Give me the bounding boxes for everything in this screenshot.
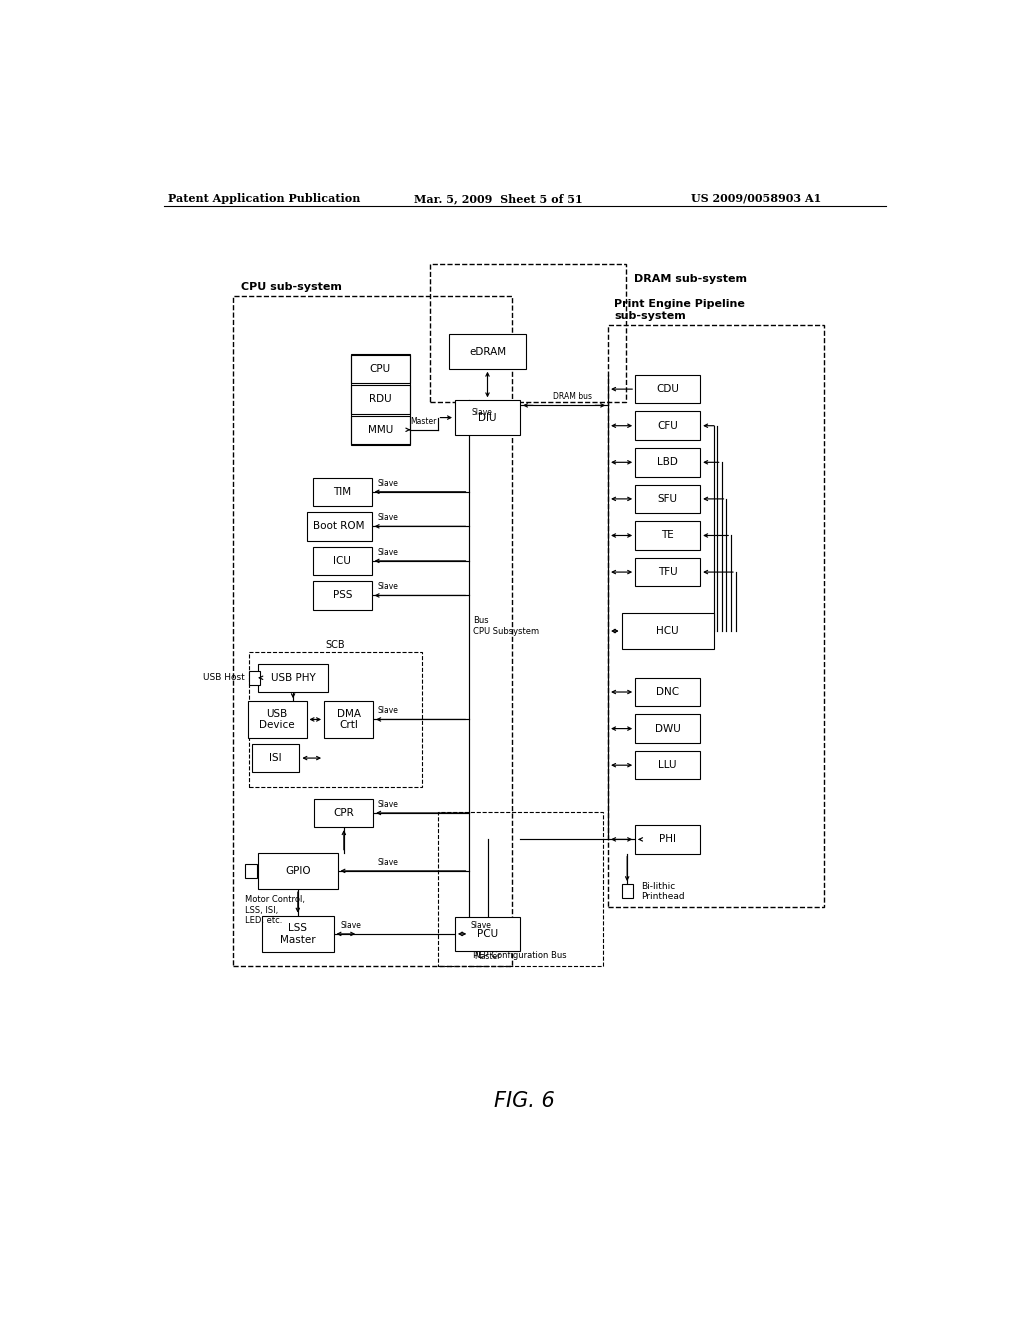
- Text: LSS
Master: LSS Master: [280, 923, 315, 945]
- Text: Boot ROM: Boot ROM: [313, 521, 365, 532]
- Text: CPU: CPU: [370, 364, 391, 374]
- Bar: [313, 478, 372, 506]
- Bar: [635, 714, 700, 743]
- Text: Slave: Slave: [378, 706, 399, 715]
- Bar: [351, 385, 410, 413]
- Text: Slave: Slave: [341, 921, 361, 929]
- Text: US 2009/0058903 A1: US 2009/0058903 A1: [691, 193, 821, 205]
- Text: Slave: Slave: [472, 408, 493, 417]
- Text: USB Host: USB Host: [203, 673, 245, 682]
- Text: Master: Master: [474, 952, 501, 961]
- Bar: [258, 664, 328, 692]
- Text: TE: TE: [662, 531, 674, 540]
- Text: Slave: Slave: [471, 921, 492, 929]
- Bar: [635, 447, 700, 477]
- Text: DNC: DNC: [656, 686, 679, 697]
- Text: MMU: MMU: [368, 425, 393, 434]
- Text: PEP Configuration Bus: PEP Configuration Bus: [473, 952, 567, 961]
- Text: DRAM sub-system: DRAM sub-system: [634, 275, 748, 284]
- Text: Slave: Slave: [378, 582, 399, 591]
- Text: Slave: Slave: [378, 548, 399, 557]
- Bar: [608, 325, 824, 907]
- Text: ISI: ISI: [269, 754, 282, 763]
- Text: LBD: LBD: [657, 457, 678, 467]
- Text: USB PHY: USB PHY: [270, 673, 315, 682]
- Bar: [430, 264, 627, 403]
- Bar: [635, 521, 700, 549]
- Bar: [313, 546, 372, 576]
- Text: SFU: SFU: [657, 494, 678, 504]
- Bar: [313, 581, 372, 610]
- Bar: [246, 863, 257, 878]
- Text: Master: Master: [411, 417, 437, 426]
- Bar: [306, 512, 372, 541]
- Text: PHI: PHI: [659, 834, 676, 845]
- Bar: [258, 853, 338, 890]
- Text: LLU: LLU: [658, 760, 677, 770]
- Text: ICU: ICU: [334, 556, 351, 566]
- Bar: [635, 825, 700, 854]
- Text: DWU: DWU: [654, 723, 681, 734]
- Bar: [622, 612, 714, 649]
- Text: Patent Application Publication: Patent Application Publication: [168, 193, 360, 205]
- Text: SCB: SCB: [326, 640, 345, 651]
- Bar: [351, 355, 410, 383]
- Bar: [622, 884, 633, 899]
- Text: Slave: Slave: [378, 513, 399, 523]
- Bar: [248, 701, 306, 738]
- Bar: [249, 671, 260, 685]
- Bar: [635, 484, 700, 513]
- Bar: [455, 400, 520, 434]
- Bar: [635, 558, 700, 586]
- Text: GPIO: GPIO: [285, 866, 310, 876]
- Bar: [635, 751, 700, 779]
- Text: Print Engine Pipeline
sub-system: Print Engine Pipeline sub-system: [614, 300, 745, 321]
- Bar: [252, 744, 299, 772]
- Bar: [450, 334, 525, 368]
- Text: PCU: PCU: [477, 929, 498, 939]
- Bar: [324, 701, 373, 738]
- Bar: [635, 412, 700, 440]
- Text: CDU: CDU: [656, 384, 679, 395]
- Text: FIG. 6: FIG. 6: [495, 1090, 555, 1110]
- Text: USB
Device: USB Device: [259, 709, 295, 730]
- Text: DIU: DIU: [478, 413, 497, 422]
- Text: Bi-lithic
Printhead: Bi-lithic Printhead: [641, 882, 684, 902]
- Text: eDRAM: eDRAM: [469, 347, 506, 356]
- Bar: [635, 677, 700, 706]
- Text: Slave: Slave: [378, 858, 399, 867]
- Text: CPU sub-system: CPU sub-system: [241, 281, 342, 292]
- Text: Mar. 5, 2009  Sheet 5 of 51: Mar. 5, 2009 Sheet 5 of 51: [414, 193, 583, 205]
- Text: HCU: HCU: [656, 626, 679, 636]
- Text: TIM: TIM: [333, 487, 351, 496]
- Text: Slave: Slave: [378, 800, 399, 809]
- Bar: [232, 296, 512, 966]
- Bar: [351, 416, 410, 444]
- Text: DRAM bus: DRAM bus: [553, 392, 592, 401]
- Text: Bus
CPU Subsystem: Bus CPU Subsystem: [473, 616, 540, 636]
- Text: RDU: RDU: [369, 395, 391, 404]
- Text: CFU: CFU: [657, 421, 678, 430]
- Bar: [455, 916, 520, 952]
- Bar: [437, 812, 602, 966]
- Bar: [249, 652, 422, 787]
- Bar: [351, 354, 410, 445]
- Text: Motor Control,
LSS, ISI,
LED, etc.: Motor Control, LSS, ISI, LED, etc.: [246, 895, 305, 925]
- Text: PSS: PSS: [333, 590, 352, 601]
- Bar: [635, 375, 700, 404]
- Bar: [262, 916, 334, 952]
- Text: TFU: TFU: [657, 568, 678, 577]
- Text: Slave: Slave: [378, 479, 399, 487]
- Text: CPR: CPR: [334, 808, 354, 818]
- Bar: [314, 799, 373, 828]
- Text: DMA
Crtl: DMA Crtl: [337, 709, 360, 730]
